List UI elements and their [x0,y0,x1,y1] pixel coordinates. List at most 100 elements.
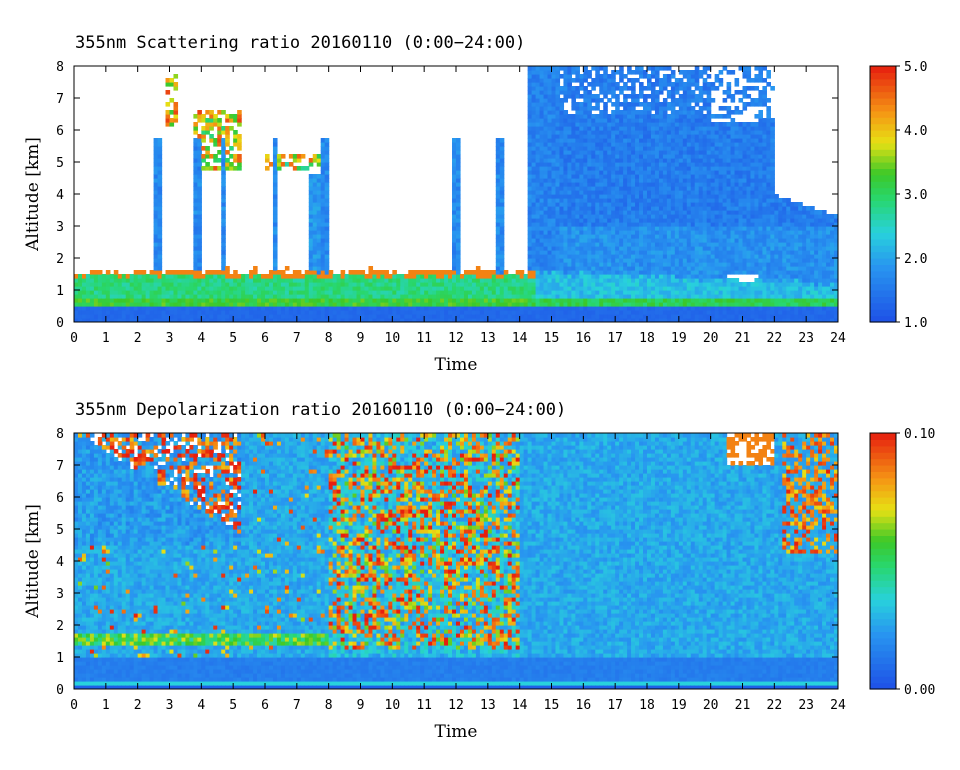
colorbar-swatch [870,477,896,485]
colorbar-swatch [870,245,896,253]
chart-title: 355nm Scattering ratio 20160110 (0:00−24… [75,33,525,53]
colorbar-swatch [870,637,896,645]
x-tick-label: 11 [416,698,432,713]
x-tick-label: 19 [671,698,687,713]
colorbar-swatch [870,136,896,144]
colorbar-swatch [870,117,896,125]
colorbar-swatch [870,567,896,575]
x-tick-label: 12 [448,331,464,346]
colorbar-swatch [870,669,896,677]
heatmap-field [74,66,838,322]
colorbar-swatch [870,283,896,291]
x-tick-label: 8 [325,331,333,346]
x-tick-label: 18 [639,698,655,713]
colorbar-swatch [870,142,896,150]
colorbar-swatch [870,174,896,182]
colorbar-swatch [870,85,896,93]
y-tick-label: 0 [56,316,64,331]
y-tick-label: 1 [56,284,64,299]
x-tick-label: 5 [229,698,237,713]
x-tick-label: 23 [798,331,814,346]
colorbar-swatch [870,232,896,240]
x-tick-label: 0 [70,698,78,713]
colorbar-tick-label: 5.0 [904,60,927,75]
colorbar-swatch [870,309,896,317]
x-tick-label: 24 [830,331,846,346]
y-tick-label: 7 [56,459,64,474]
colorbar-swatch [870,529,896,536]
x-tick-label: 10 [385,698,401,713]
colorbar-swatch [870,219,896,227]
colorbar-swatch [870,612,896,620]
colorbar-swatch [870,270,896,278]
colorbar-swatch [870,78,896,86]
colorbar-swatch [870,599,896,607]
colorbar-swatch [870,644,896,652]
x-tick-label: 21 [735,331,751,346]
colorbar-tick-label: 0.10 [904,427,935,442]
colorbar-swatch [870,548,896,556]
x-tick-label: 20 [703,698,719,713]
x-tick-label: 14 [512,331,528,346]
x-tick-label: 2 [134,698,142,713]
colorbar-swatch [870,490,896,498]
colorbar-swatch [870,618,896,626]
colorbar-swatch [870,290,896,297]
x-tick-label: 20 [703,331,719,346]
x-tick-label: 3 [166,331,174,346]
x-tick-label: 22 [767,331,783,346]
colorbar-swatch [870,631,896,639]
colorbar-swatch [870,200,896,208]
colorbar-tick-label: 3.0 [904,188,927,203]
x-tick-label: 12 [448,698,464,713]
x-tick-label: 16 [576,698,592,713]
y-axis-label: Altitude [km] [23,137,43,252]
x-tick-label: 3 [166,698,174,713]
colorbar-swatch [870,554,896,562]
colorbar-tick-label: 1.0 [904,316,927,331]
colorbar-swatch [870,682,896,690]
colorbar-swatch [870,98,896,105]
colorbar-swatch [870,484,896,492]
colorbar-swatch [870,439,896,447]
y-tick-label: 8 [56,60,64,75]
x-tick-label: 23 [798,698,814,713]
colorbar: 0.00 0.10 [869,427,935,698]
colorbar-swatch [870,181,896,189]
y-tick-label: 6 [56,491,64,506]
x-tick-label: 13 [480,698,496,713]
colorbar-frame [869,432,897,690]
y-tick-label: 0 [56,683,64,698]
x-tick-label: 16 [576,331,592,346]
x-tick-label: 17 [607,698,623,713]
colorbar-swatch [870,509,896,517]
x-tick-label: 1 [102,698,110,713]
colorbar-swatch [870,580,896,588]
x-tick-label: 2 [134,331,142,346]
x-tick-label: 4 [197,331,205,346]
colorbar-swatch [870,445,896,453]
y-axis-label: Altitude [km] [23,504,43,619]
heatmap-field [74,433,838,689]
colorbar-swatch [870,110,896,118]
x-tick-label: 4 [197,698,205,713]
y-tick-label: 4 [56,555,64,570]
colorbar-swatch [870,650,896,658]
colorbar-swatch [870,593,896,600]
y-tick-label: 3 [56,220,64,235]
colorbar-swatch [870,72,896,80]
colorbar-swatch [870,676,896,684]
x-axis-label: Time [435,355,478,375]
x-tick-label: 19 [671,331,687,346]
colorbar-swatch [870,238,896,246]
colorbar-swatch [870,296,896,304]
colorbar-swatch [870,277,896,285]
colorbar-tick-label: 4.0 [904,124,927,139]
colorbar-swatch [870,162,896,169]
colorbar-swatch [870,497,896,504]
colorbar-swatch [870,541,896,549]
y-tick-label: 7 [56,92,64,107]
colorbar: 1.0 2.0 3.0 4.0 5.0 [869,60,927,331]
colorbar-swatch [870,516,896,524]
colorbar-swatch [870,471,896,479]
